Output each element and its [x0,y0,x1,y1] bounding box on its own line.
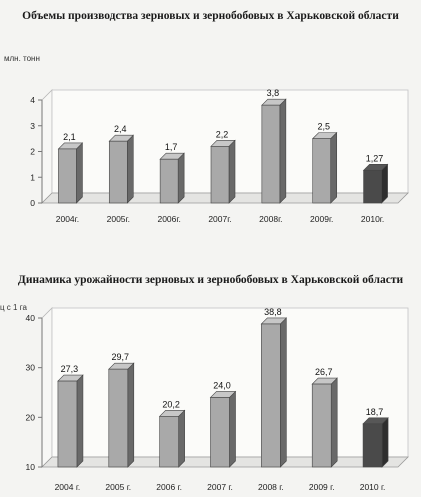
data-label: 18,7 [366,407,384,417]
y-tick-label: 1 [30,172,35,182]
x-tick-label: 2007г. [208,214,231,224]
bar [311,131,338,204]
bar [158,409,186,468]
bar [362,163,389,204]
x-tick-label: 2007 г. [207,482,233,492]
bar [210,139,236,204]
side-wall [41,307,53,468]
data-label: 26,7 [315,367,333,377]
data-label: 1,7 [165,142,178,152]
data-label: 38,8 [264,307,282,317]
x-tick-label: 2006 г. [156,482,182,492]
bar [108,134,135,204]
y-tick-label: 10 [26,462,36,472]
y-axis-label: ц с 1 га [0,303,27,312]
x-tick-label: 2008 г. [258,482,284,492]
x-tick-label: 2005 г. [105,482,131,492]
data-label: 1,27 [366,153,384,163]
data-label: 3,8 [267,88,280,98]
y-tick-label: 2 [30,147,35,157]
production-chart: Объемы производства зерновых и зернобобо… [0,0,421,235]
chart-title: Динамика урожайности зерновых и зернобоб… [17,274,404,286]
x-tick-label: 2004 г. [55,482,81,492]
y-tick-label: 4 [30,95,35,105]
data-label: 2,2 [216,129,229,139]
data-label: 2,1 [63,132,76,142]
x-tick-label: 2009 г. [309,482,335,492]
x-tick-label: 2005г. [107,214,130,224]
x-tick-label: 2006г. [157,214,180,224]
side-wall [41,89,53,204]
data-label: 2,4 [114,124,127,134]
y-axis-label: млн. тонн [4,54,40,63]
y-tick-label: 0 [30,198,35,208]
x-tick-label: 2010г. [361,214,384,224]
bar [260,317,288,468]
x-tick-label: 2009г. [310,214,333,224]
y-tick-label: 30 [26,363,36,373]
bar [57,374,84,468]
y-tick-label: 40 [26,313,36,323]
data-label: 20,2 [162,399,180,409]
chart-title: Объемы производства зерновых и зернобобо… [22,10,399,22]
yield-chart: Динамика урожайности зерновых и зернобоб… [0,262,421,497]
bar [261,98,287,204]
data-label: 29,7 [112,352,130,362]
production-chart-svg: млн. тонн 0 1 2 3 4 2,1 2004г. 2,4 2005г. 1,7 2006г… [4,54,409,224]
data-label: 2,5 [317,122,330,132]
bar [311,377,338,468]
bar [108,362,135,468]
bar [57,142,84,204]
bar [362,417,389,468]
y-tick-label: 3 [30,121,35,131]
bar [209,390,237,468]
x-tick-label: 2010 г. [360,482,386,492]
yield-chart-svg: ц с 1 га 10 20 30 40 27,3 2004 г. 29,7 2005 г. 20… [0,303,409,492]
y-tick-label: 20 [26,412,36,422]
data-label: 27,3 [61,364,79,374]
x-tick-label: 2004г. [56,214,79,224]
data-label: 24,0 [213,380,231,390]
x-tick-label: 2008г. [259,214,282,224]
bar [159,152,185,204]
